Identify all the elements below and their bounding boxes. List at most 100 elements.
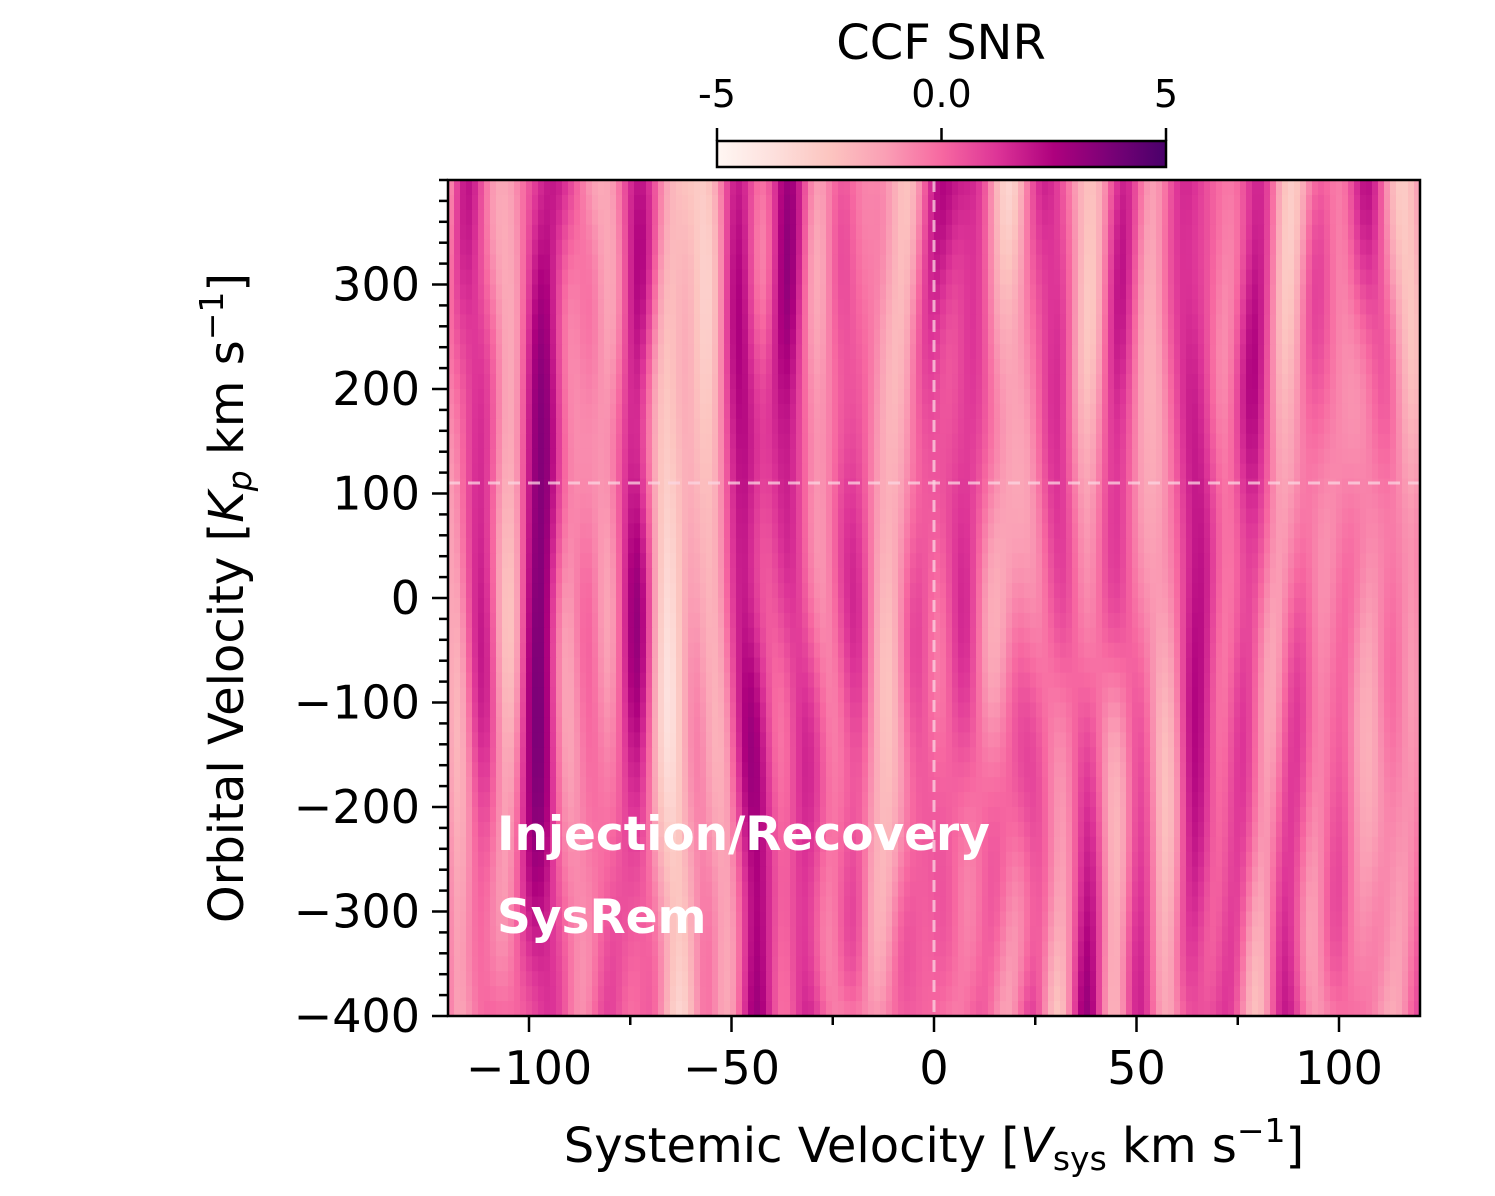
- heatmap-cell: [1354, 314, 1361, 330]
- heatmap-cell: [814, 478, 821, 495]
- heatmap-cell: [1264, 493, 1271, 510]
- heatmap-cell: [1090, 418, 1097, 435]
- heatmap-cell: [1000, 598, 1007, 614]
- heatmap-cell: [478, 329, 485, 345]
- heatmap-cell: [724, 463, 731, 480]
- heatmap-cell: [1030, 180, 1037, 196]
- heatmap-cell: [1246, 478, 1253, 495]
- heatmap-cell: [1402, 239, 1409, 256]
- heatmap-cell: [1210, 299, 1217, 315]
- heatmap-cell: [940, 568, 947, 584]
- heatmap-cell: [586, 314, 593, 330]
- heatmap-cell: [988, 194, 995, 211]
- heatmap-cell: [1294, 612, 1301, 629]
- heatmap-cell: [928, 627, 935, 644]
- heatmap-cell: [1414, 493, 1420, 510]
- heatmap-cell: [634, 374, 641, 390]
- heatmap-cell: [1306, 448, 1313, 465]
- heatmap-cell: [1288, 224, 1295, 241]
- heatmap-cell: [1294, 389, 1301, 405]
- heatmap-cell: [1114, 329, 1121, 345]
- heatmap-cell: [706, 329, 713, 345]
- heatmap-cell: [568, 433, 575, 450]
- heatmap-cell: [1174, 344, 1181, 360]
- heatmap-cell: [1282, 553, 1289, 569]
- heatmap-cell: [1408, 299, 1415, 315]
- heatmap-cell: [910, 389, 917, 405]
- heatmap-cell: [1030, 523, 1037, 539]
- heatmap-cell: [856, 284, 863, 301]
- heatmap-cell: [1168, 568, 1175, 584]
- heatmap-cell: [1186, 194, 1193, 211]
- heatmap-cell: [1096, 269, 1103, 286]
- heatmap-cell: [1054, 194, 1061, 211]
- heatmap-cell: [664, 612, 671, 629]
- heatmap-cell: [490, 209, 497, 226]
- heatmap-cell: [766, 180, 773, 196]
- heatmap-cell: [466, 478, 473, 495]
- heatmap-cell: [1000, 463, 1007, 480]
- heatmap-cell: [1360, 433, 1367, 450]
- heatmap-cell: [1318, 568, 1325, 584]
- heatmap-cell: [586, 523, 593, 539]
- heatmap-cell: [490, 568, 497, 584]
- heatmap-cell: [556, 269, 563, 286]
- heatmap-cell: [706, 523, 713, 539]
- heatmap-cell: [1012, 329, 1019, 345]
- heatmap-cell: [1132, 523, 1139, 539]
- heatmap-cell: [1186, 254, 1193, 271]
- heatmap-cell: [940, 523, 947, 539]
- heatmap-cell: [490, 269, 497, 286]
- heatmap-cell: [952, 254, 959, 271]
- heatmap-cell: [1354, 418, 1361, 435]
- heatmap-cell: [1126, 209, 1133, 226]
- heatmap-cell: [616, 627, 623, 644]
- heatmap-cell: [946, 389, 953, 405]
- heatmap-cell: [922, 568, 929, 584]
- heatmap-cell: [1138, 344, 1145, 360]
- heatmap-cell: [1018, 523, 1025, 539]
- heatmap-cell: [772, 627, 779, 644]
- heatmap-cell: [904, 598, 911, 614]
- heatmap-cell: [1120, 269, 1127, 286]
- heatmap-cell: [676, 269, 683, 286]
- heatmap-cell: [874, 284, 881, 301]
- heatmap-cell: [1168, 209, 1175, 226]
- heatmap-cell: [958, 418, 965, 435]
- heatmap-cell: [1330, 553, 1337, 569]
- heatmap-cell: [1366, 523, 1373, 539]
- heatmap-cell: [922, 284, 929, 301]
- heatmap-cell: [544, 180, 551, 196]
- heatmap-cell: [1048, 254, 1055, 271]
- heatmap-cell: [1024, 359, 1031, 375]
- heatmap-cell: [460, 493, 467, 510]
- heatmap-cell: [1162, 448, 1169, 465]
- heatmap-cell: [1234, 627, 1241, 644]
- heatmap-cell: [1138, 194, 1145, 211]
- heatmap-cell: [1072, 538, 1079, 554]
- heatmap-cell: [1270, 538, 1277, 554]
- heatmap-cell: [820, 344, 827, 360]
- heatmap-cell: [520, 523, 527, 539]
- heatmap-cell: [1126, 254, 1133, 271]
- heatmap-cell: [1360, 463, 1367, 480]
- heatmap-cell: [1066, 254, 1073, 271]
- heatmap-cell: [778, 389, 785, 405]
- heatmap-cell: [592, 598, 599, 614]
- heatmap-cell: [538, 418, 545, 435]
- heatmap-cell: [1360, 209, 1367, 226]
- heatmap-cell: [1144, 269, 1151, 286]
- heatmap-cell: [820, 194, 827, 211]
- heatmap-cell: [676, 180, 683, 196]
- heatmap-cell: [1210, 194, 1217, 211]
- heatmap-cell: [1072, 299, 1079, 315]
- heatmap-cell: [898, 627, 905, 644]
- heatmap-cell: [550, 314, 557, 330]
- heatmap-cell: [1000, 433, 1007, 450]
- heatmap-cell: [1192, 612, 1199, 629]
- heatmap-cell: [670, 284, 677, 301]
- heatmap-cell: [1024, 598, 1031, 614]
- heatmap-cell: [760, 359, 767, 375]
- heatmap-cell: [1114, 598, 1121, 614]
- heatmap-cell: [658, 194, 665, 211]
